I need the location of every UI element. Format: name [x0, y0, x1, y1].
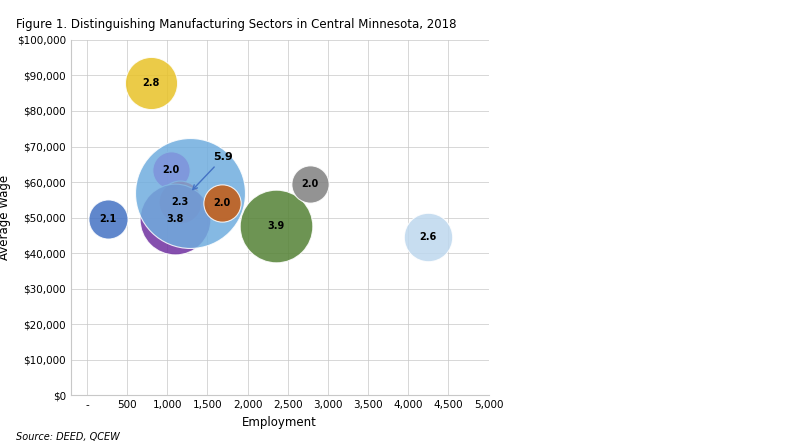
Text: 2.0: 2.0: [302, 179, 319, 189]
Text: 2.3: 2.3: [172, 197, 189, 206]
Text: Motor Vehicle Body and Trailer Manufacturing: Motor Vehicle Body and Trailer Manufactu…: [533, 18, 739, 27]
Text: Source: DEED, QCEW: Source: DEED, QCEW: [16, 432, 120, 442]
Text: Household and Institutional Furniture and
Kitchen Cabinet Manufacturing: Household and Institutional Furniture an…: [533, 55, 721, 74]
Point: [145, 79, 158, 86]
Point: [184, 189, 196, 196]
Text: 2.0: 2.0: [214, 198, 231, 208]
Text: Other Nonmetallic Mineral Product
Manufacturing: Other Nonmetallic Mineral Product Manufa…: [533, 97, 690, 116]
Text: 3.8: 3.8: [166, 214, 184, 224]
Text: 5.9: 5.9: [193, 152, 233, 190]
Text: Industrial Machinery Manufacturing: Industrial Machinery Manufacturing: [533, 144, 694, 153]
Point: [216, 200, 229, 207]
Text: 2.6: 2.6: [420, 232, 437, 242]
Text: Machine Shops; Turned Product; and Screw, Nut,
and Bolt Manufacturing: Machine Shops; Turned Product; and Screw…: [533, 349, 752, 369]
Point: [169, 216, 181, 223]
Text: 2.8: 2.8: [143, 78, 160, 87]
Point: [165, 166, 177, 173]
Y-axis label: Average Wage: Average Wage: [0, 175, 11, 260]
Text: Other Food Manufacturing: Other Food Manufacturing: [533, 228, 652, 237]
Point: [304, 180, 317, 187]
Text: Architectural and Structural Metals
Manufacturing: Architectural and Structural Metals Manu…: [533, 307, 692, 327]
Text: Figure 1. Distinguishing Manufacturing Sectors in Central Minnesota, 2018: Figure 1. Distinguishing Manufacturing S…: [16, 18, 456, 31]
X-axis label: Employment: Employment: [242, 416, 318, 428]
Point: [102, 216, 114, 223]
Point: [422, 234, 435, 241]
Text: 2.0: 2.0: [162, 165, 180, 174]
Text: Other Fabricated Metal Product Manufacturing: Other Fabricated Metal Product Manufactu…: [533, 397, 742, 406]
Text: Veneer, Plywood, and Engineered Wood Product
Manufacturing: Veneer, Plywood, and Engineered Wood Pro…: [533, 265, 750, 285]
Point: [269, 223, 282, 230]
Text: 3.9: 3.9: [267, 222, 284, 231]
Point: [174, 198, 187, 205]
Text: 2.1: 2.1: [99, 214, 117, 224]
Text: Animal Slaughtering and Processing: Animal Slaughtering and Processing: [533, 186, 696, 195]
